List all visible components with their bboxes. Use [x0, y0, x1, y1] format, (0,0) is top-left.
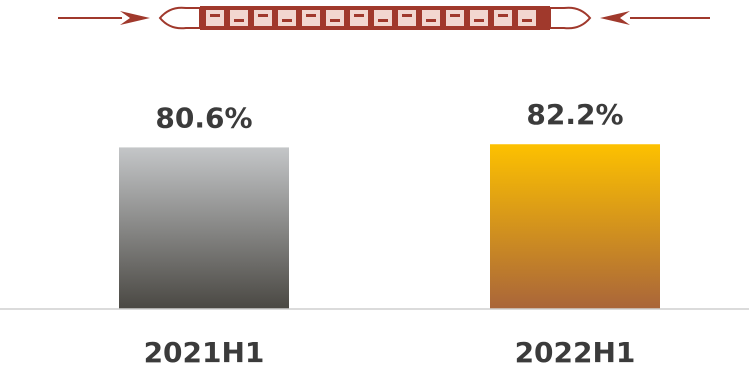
- bar-2022H1: [490, 144, 660, 309]
- data-label-2022H1: 82.2%: [526, 98, 623, 131]
- data-label-2021H1: 80.6%: [155, 101, 252, 134]
- category-label-2021H1: 2021H1: [144, 336, 265, 368]
- category-label-2022H1: 2022H1: [515, 336, 636, 368]
- ornament-divider-icon: [58, 6, 710, 30]
- labels-layer: 80.6% 2021H1 82.2% 2022H1: [144, 98, 636, 368]
- bar-2021H1: [119, 147, 289, 309]
- bars-layer: [119, 144, 660, 309]
